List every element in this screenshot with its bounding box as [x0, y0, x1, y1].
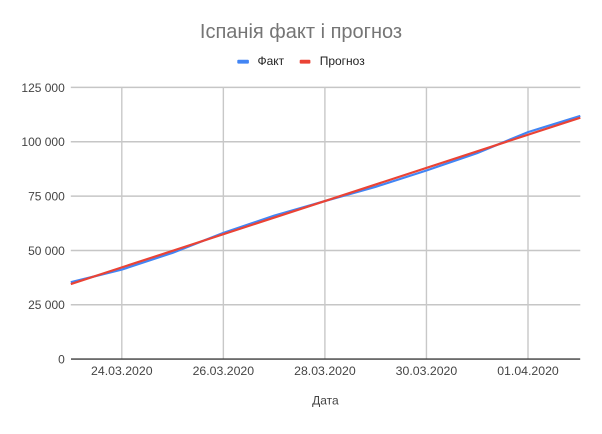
svg-text:100 000: 100 000 [21, 135, 65, 149]
svg-text:28.03.2020: 28.03.2020 [294, 364, 356, 378]
svg-text:25 000: 25 000 [28, 298, 65, 312]
svg-text:Іспанія факт і прогноз: Іспанія факт і прогноз [200, 21, 402, 43]
svg-text:Дата: Дата [312, 394, 339, 408]
svg-text:30.03.2020: 30.03.2020 [396, 364, 458, 378]
svg-text:0: 0 [58, 352, 65, 366]
svg-text:Факт: Факт [258, 54, 285, 68]
svg-text:125 000: 125 000 [21, 81, 65, 95]
svg-text:Прогноз: Прогноз [320, 54, 366, 68]
svg-text:01.04.2020: 01.04.2020 [497, 364, 559, 378]
svg-text:26.03.2020: 26.03.2020 [193, 364, 255, 378]
svg-text:75 000: 75 000 [28, 189, 65, 203]
svg-text:24.03.2020: 24.03.2020 [91, 364, 153, 378]
svg-text:50 000: 50 000 [28, 244, 65, 258]
